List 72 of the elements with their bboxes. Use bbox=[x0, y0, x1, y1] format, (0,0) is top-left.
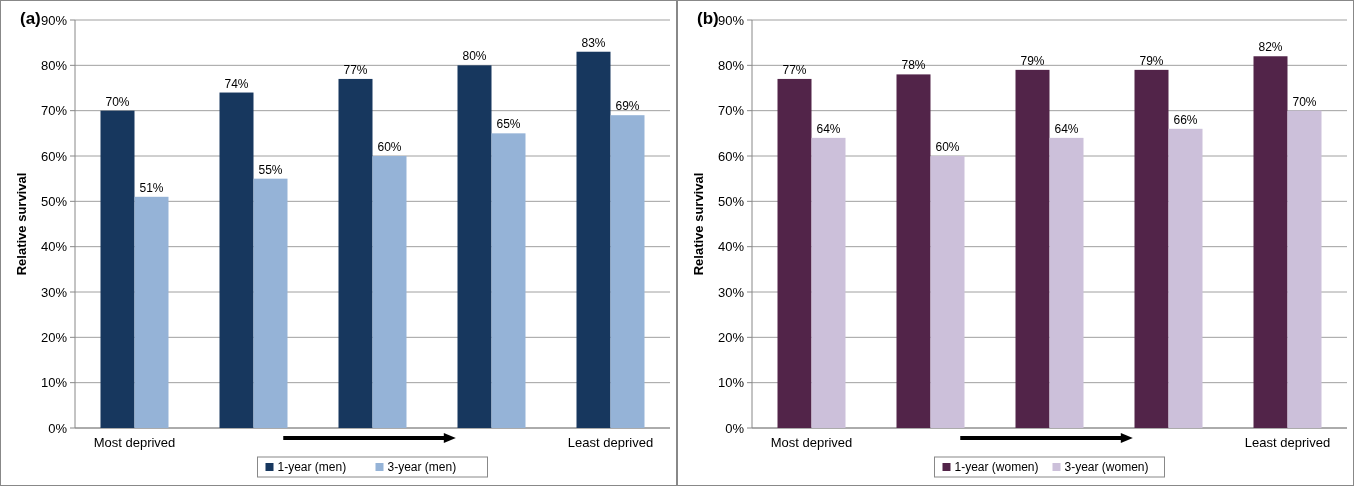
y-tick-label: 10% bbox=[40, 375, 68, 391]
data-label: 66% bbox=[1173, 112, 1198, 127]
bar bbox=[896, 74, 931, 428]
data-label: 77% bbox=[782, 62, 807, 77]
data-label: 64% bbox=[816, 121, 841, 136]
y-tick-label: 60% bbox=[717, 148, 745, 164]
bar bbox=[1287, 110, 1322, 428]
y-tick-label: 90% bbox=[40, 12, 68, 28]
bar bbox=[253, 178, 288, 428]
bar bbox=[457, 65, 492, 428]
bar bbox=[1134, 69, 1169, 428]
y-tick-label: 0% bbox=[725, 420, 745, 436]
y-tick-label: 10% bbox=[717, 375, 745, 391]
y-axis-title: Relative survival bbox=[14, 172, 29, 276]
legend-label: 1-year (women) bbox=[954, 460, 1039, 474]
x-tick-label: Least deprived bbox=[1244, 435, 1331, 450]
y-tick-label: 0% bbox=[48, 420, 68, 436]
data-label: 64% bbox=[1054, 121, 1079, 136]
y-tick-label: 20% bbox=[40, 329, 68, 345]
bar bbox=[219, 92, 254, 428]
y-tick-label: 30% bbox=[717, 284, 745, 300]
bar bbox=[338, 78, 373, 428]
data-label: 83% bbox=[581, 35, 606, 50]
y-tick-label: 40% bbox=[717, 239, 745, 255]
bar bbox=[930, 156, 965, 428]
y-tick-label: 70% bbox=[717, 103, 745, 119]
y-tick-label: 20% bbox=[717, 329, 745, 345]
bar bbox=[576, 51, 611, 428]
data-label: 82% bbox=[1258, 40, 1283, 55]
data-label: 74% bbox=[224, 76, 249, 91]
bar bbox=[372, 156, 407, 428]
y-tick-label: 50% bbox=[717, 193, 745, 209]
bar bbox=[610, 115, 645, 428]
bar bbox=[491, 133, 526, 428]
bar bbox=[134, 196, 169, 428]
x-tick-label: Most deprived bbox=[93, 435, 176, 450]
y-tick-label: 30% bbox=[40, 284, 68, 300]
y-tick-label: 60% bbox=[40, 148, 68, 164]
bar bbox=[1015, 69, 1050, 428]
bar bbox=[1049, 137, 1084, 428]
y-tick-label: 70% bbox=[40, 103, 68, 119]
y-tick-label: 80% bbox=[717, 57, 745, 73]
data-label: 51% bbox=[139, 180, 164, 195]
chart-title: (b) bbox=[697, 9, 719, 28]
legend-label: 1-year (men) bbox=[277, 460, 347, 474]
y-axis-title: Relative survival bbox=[691, 172, 706, 276]
data-label: 79% bbox=[1139, 53, 1164, 68]
bar bbox=[777, 78, 812, 428]
data-label: 70% bbox=[1292, 94, 1317, 109]
x-tick-label: Least deprived bbox=[567, 435, 654, 450]
y-tick-label: 80% bbox=[40, 57, 68, 73]
data-label: 69% bbox=[615, 99, 640, 114]
data-label: 55% bbox=[258, 162, 283, 177]
legend-label: 3-year (men) bbox=[387, 460, 457, 474]
x-tick-label: Most deprived bbox=[770, 435, 853, 450]
bar bbox=[1168, 128, 1203, 428]
data-label: 78% bbox=[901, 58, 926, 73]
data-label: 79% bbox=[1020, 53, 1045, 68]
y-tick-label: 40% bbox=[40, 239, 68, 255]
y-tick-label: 50% bbox=[40, 193, 68, 209]
legend-label: 3-year (women) bbox=[1064, 460, 1149, 474]
data-label: 70% bbox=[105, 94, 130, 109]
bar bbox=[100, 110, 135, 428]
bar bbox=[811, 137, 846, 428]
data-label: 77% bbox=[343, 62, 368, 77]
bar bbox=[1253, 56, 1288, 428]
data-label: 60% bbox=[377, 140, 402, 154]
y-tick-label: 90% bbox=[717, 12, 745, 28]
chart-title: (a) bbox=[20, 9, 41, 28]
data-label: 60% bbox=[935, 140, 960, 154]
data-label: 80% bbox=[462, 49, 487, 64]
data-label: 65% bbox=[496, 117, 521, 132]
